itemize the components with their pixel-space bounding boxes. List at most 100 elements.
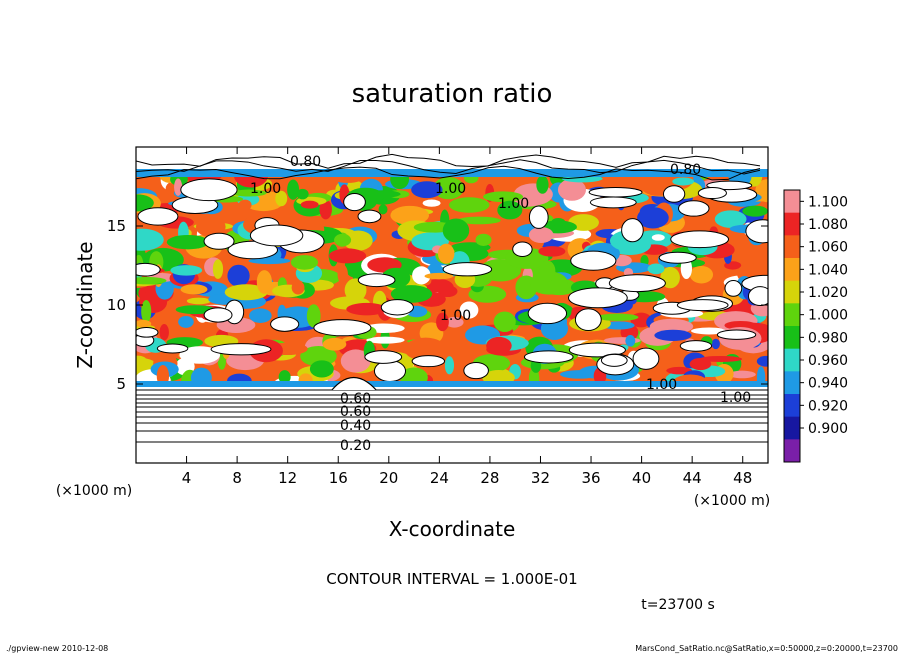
field-white-patch xyxy=(411,355,446,368)
field-white-patch xyxy=(745,219,768,244)
field-blob xyxy=(422,199,441,207)
field-blob xyxy=(536,175,549,194)
field-blob xyxy=(290,255,319,270)
field-blob xyxy=(649,318,694,335)
field-blob xyxy=(296,188,309,200)
field-blob xyxy=(673,286,696,296)
colorbar-swatch xyxy=(784,416,800,440)
colorbar-swatch xyxy=(784,371,800,395)
x-axis-label: X-coordinate xyxy=(389,517,516,541)
field-blob xyxy=(340,349,371,373)
field-blob xyxy=(344,278,367,302)
field-white-patch xyxy=(670,230,729,249)
field-blob xyxy=(459,301,479,319)
field-blob xyxy=(528,226,554,243)
colorbar-swatch xyxy=(784,348,800,372)
field-blob xyxy=(551,217,566,227)
field-white-patch xyxy=(180,178,238,202)
x-axis-ticks: 4 8 12 16 20 24 28 32 36 40 44 48 xyxy=(182,147,752,487)
field-blob xyxy=(424,272,454,280)
field-blob xyxy=(186,297,211,305)
x-tick-label: 28 xyxy=(480,469,499,487)
field-blob xyxy=(538,246,566,257)
y-tick-label: 5 xyxy=(116,375,126,393)
field-blob xyxy=(411,181,443,199)
field-white-patch xyxy=(270,316,300,332)
contour-label: 1.00 xyxy=(720,390,751,406)
footer-left: ./gpview-new 2010-12-08 xyxy=(6,644,108,653)
field-blob xyxy=(390,285,433,303)
field-blob xyxy=(136,319,152,328)
x-tick-label: 36 xyxy=(581,469,600,487)
colorbar-swatch xyxy=(784,303,800,327)
contour-line xyxy=(136,165,761,181)
field-white-patch xyxy=(249,224,304,247)
field-white-patch xyxy=(463,362,489,380)
field-blob xyxy=(711,338,720,350)
chart-title: saturation ratio xyxy=(352,79,553,109)
field-blob xyxy=(249,308,272,323)
field-blob xyxy=(227,264,250,287)
x-tick-label: 12 xyxy=(278,469,297,487)
contour-label: 1.00 xyxy=(250,181,281,197)
field-blob xyxy=(596,313,639,321)
colorbar-label: 1.000 xyxy=(808,308,848,324)
x-tick-label: 24 xyxy=(430,469,449,487)
contour-label: 1.00 xyxy=(440,308,471,324)
field-white-patch xyxy=(313,319,372,337)
x-tick-label: 20 xyxy=(379,469,398,487)
field-blob xyxy=(256,270,272,294)
field-blob xyxy=(756,355,768,367)
field-blob xyxy=(724,320,757,330)
field-blob xyxy=(483,191,524,203)
contour-label: 0.80 xyxy=(670,162,701,178)
field-blob xyxy=(278,370,291,384)
field-white-patch xyxy=(632,347,660,370)
field-blob xyxy=(493,311,516,333)
colorbar-swatch xyxy=(784,280,800,304)
field-blob xyxy=(637,207,669,229)
colorbar-frame xyxy=(783,189,801,463)
field-white-patch xyxy=(574,308,602,332)
colorbar-swatch xyxy=(784,235,800,259)
x-tick-label: 48 xyxy=(733,469,752,487)
colorbar-label: 1.080 xyxy=(808,217,848,233)
x-tick-label: 4 xyxy=(182,469,192,487)
contour-label: 0.60 xyxy=(340,404,371,420)
field-blob xyxy=(560,370,599,379)
field-blob xyxy=(337,264,348,284)
field-white-patch xyxy=(357,209,382,224)
field-white-patch xyxy=(380,299,414,316)
field-blob xyxy=(334,233,352,247)
field-blob xyxy=(322,337,347,351)
contour-interval-text: CONTOUR INTERVAL = 1.000E-01 xyxy=(326,570,577,588)
field-white-patch xyxy=(343,193,366,212)
field-white-patch xyxy=(512,241,533,258)
field-blob xyxy=(666,366,693,375)
field-blob xyxy=(699,355,743,363)
field-blob xyxy=(136,355,147,366)
field-blob xyxy=(287,179,300,200)
colorbar-swatch xyxy=(784,394,800,418)
field-white-patch xyxy=(156,343,189,354)
x-tick-label: 8 xyxy=(232,469,242,487)
field-blob xyxy=(136,194,154,212)
field-white-patch xyxy=(357,273,396,288)
field-blob xyxy=(343,230,373,251)
field-blob xyxy=(437,285,458,298)
field-blob xyxy=(178,315,194,328)
field-blob xyxy=(141,299,152,323)
field-blob xyxy=(529,271,568,295)
field-blob xyxy=(448,197,490,213)
field-blob xyxy=(231,189,267,197)
field-blob xyxy=(647,263,665,275)
field-blob xyxy=(195,216,226,238)
y-axis-ticks: 5 10 15 xyxy=(107,217,768,393)
field-blob xyxy=(412,266,431,285)
y-tick-label: 10 xyxy=(107,296,126,314)
field-white-patch xyxy=(600,353,628,367)
contour-line xyxy=(136,159,761,175)
field-blob xyxy=(728,370,756,379)
colorbar-label: 1.040 xyxy=(808,262,848,278)
